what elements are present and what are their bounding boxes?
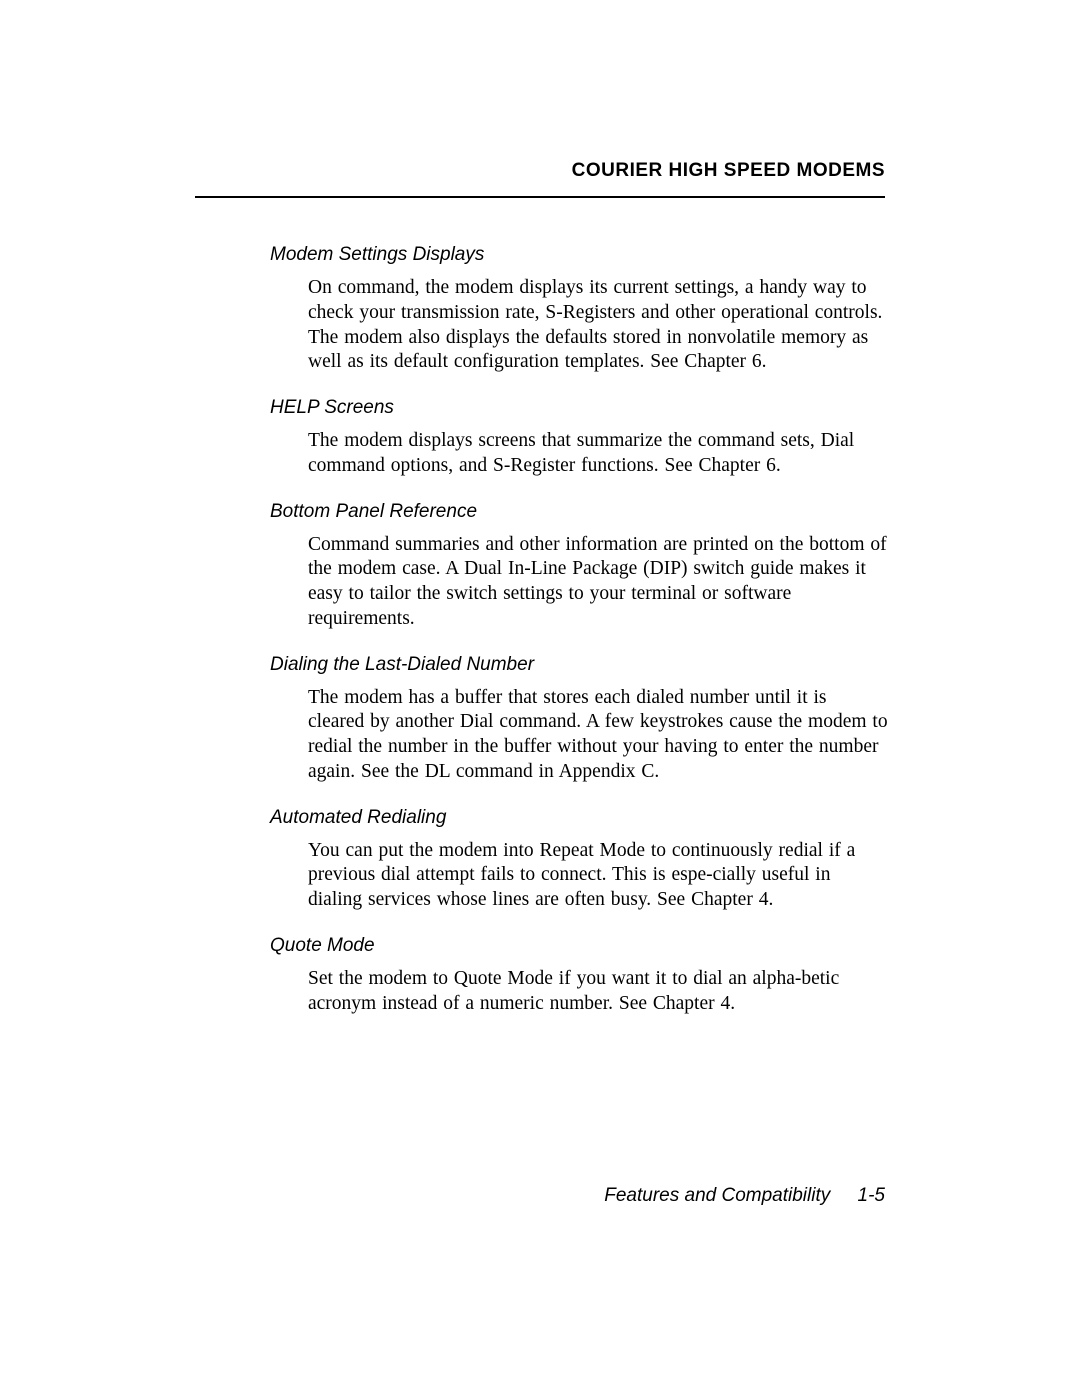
section-heading-bottom-panel: Bottom Panel Reference bbox=[270, 501, 888, 523]
section-heading-automated-redialing: Automated Redialing bbox=[270, 807, 888, 829]
running-head: COURIER HIGH SPEED MODEMS bbox=[572, 160, 885, 182]
section-body-last-dialed: The modem has a buffer that stores each … bbox=[308, 686, 888, 785]
footer-page-number: 1-5 bbox=[858, 1185, 885, 1206]
header-rule bbox=[195, 196, 885, 198]
section-body-automated-redialing: You can put the modem into Repeat Mode t… bbox=[308, 839, 888, 913]
section-heading-help-screens: HELP Screens bbox=[270, 397, 888, 419]
page-footer: Features and Compatibility 1-5 bbox=[604, 1185, 885, 1207]
content-area: Modem Settings Displays On command, the … bbox=[270, 244, 888, 1016]
page: COURIER HIGH SPEED MODEMS Modem Settings… bbox=[0, 0, 1080, 1397]
section-body-bottom-panel: Command summaries and other information … bbox=[308, 533, 888, 632]
section-body-modem-settings: On command, the modem displays its curre… bbox=[308, 276, 888, 375]
section-heading-last-dialed: Dialing the Last-Dialed Number bbox=[270, 654, 888, 676]
section-body-help-screens: The modem displays screens that summariz… bbox=[308, 429, 888, 479]
section-heading-quote-mode: Quote Mode bbox=[270, 935, 888, 957]
footer-section-title: Features and Compatibility bbox=[604, 1185, 830, 1206]
section-heading-modem-settings: Modem Settings Displays bbox=[270, 244, 888, 266]
section-body-quote-mode: Set the modem to Quote Mode if you want … bbox=[308, 967, 888, 1017]
